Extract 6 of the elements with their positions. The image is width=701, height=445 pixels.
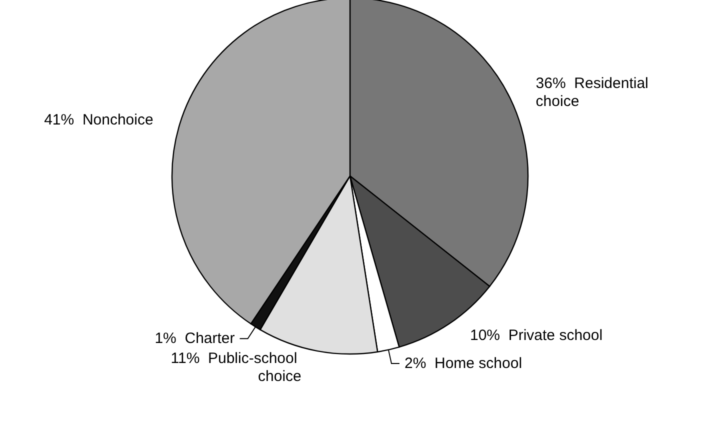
slice-label: 41% Nonchoice [44, 112, 154, 129]
slice-label: 2% Home school [404, 354, 522, 372]
slice-label: 11% Public-school choice [170, 350, 302, 386]
slice-label: 1% Charter [154, 330, 235, 348]
slice-label: 36% Residential choice [536, 74, 653, 110]
slice-label: 10% Private school [470, 326, 603, 344]
